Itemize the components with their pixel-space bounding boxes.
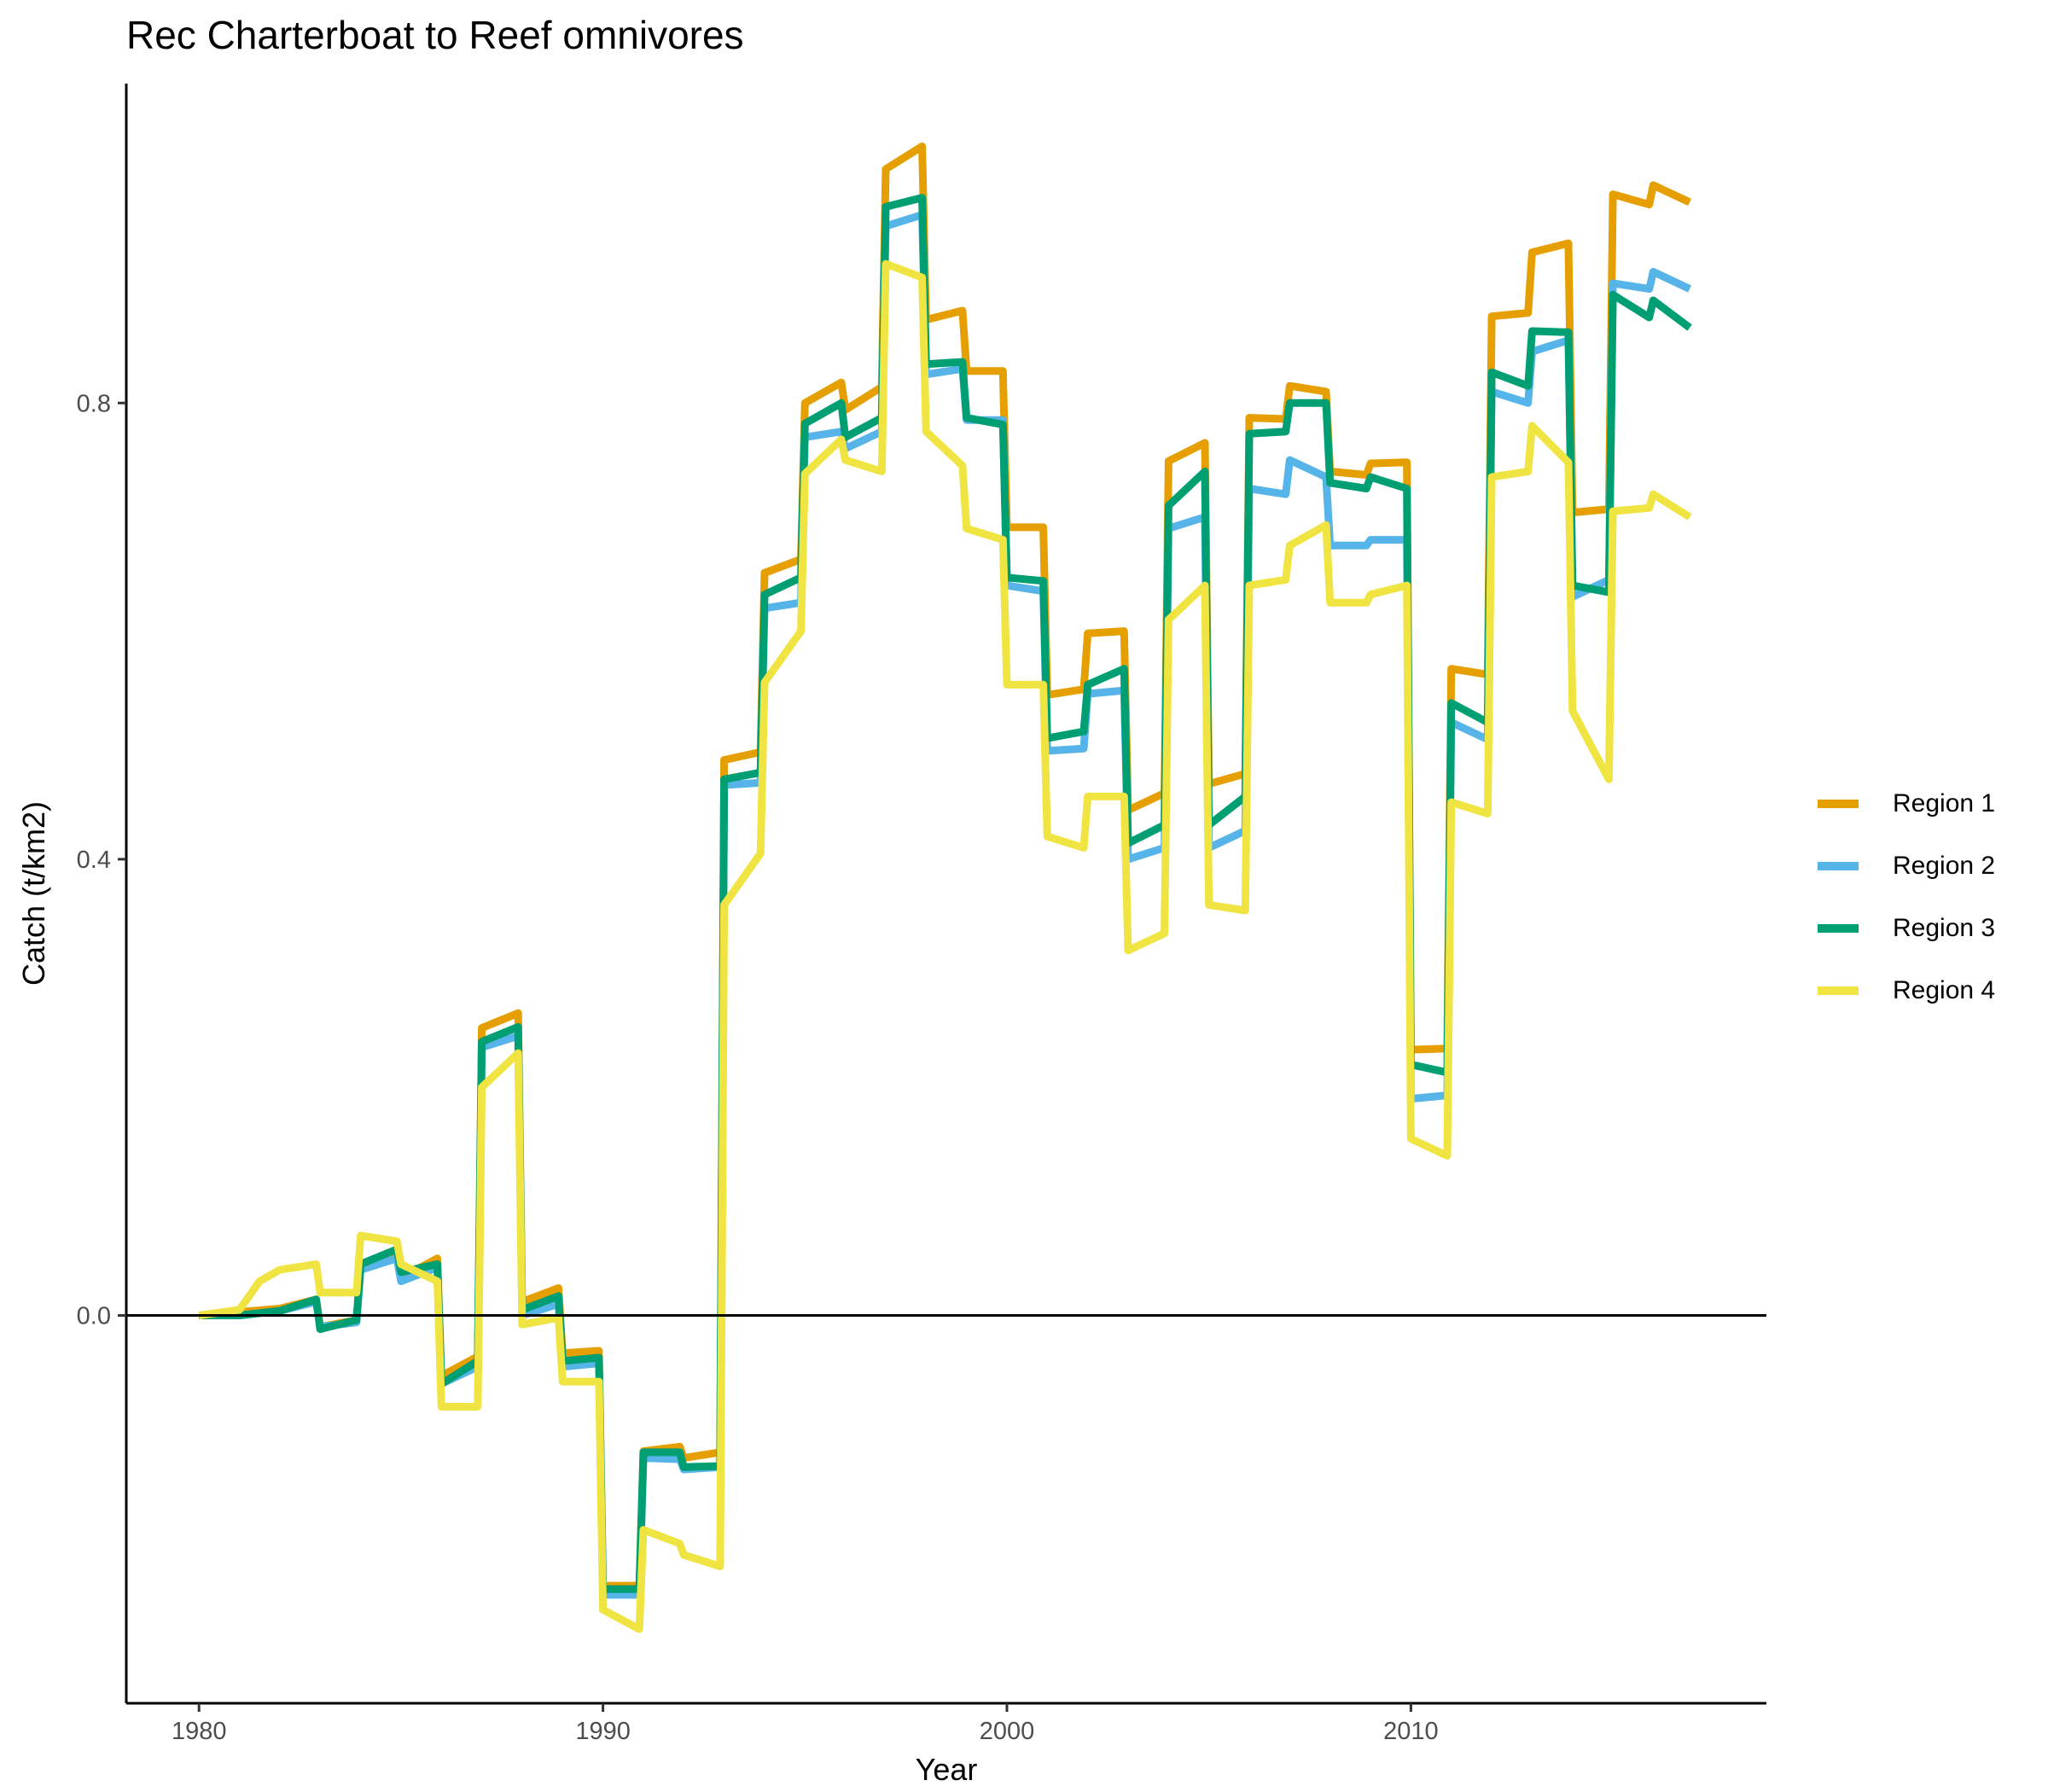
legend-item-region-1: Region 1 <box>1818 772 1995 835</box>
y-tick-label: 0.8 <box>77 390 111 417</box>
legend-swatch <box>1818 986 1859 995</box>
legend: Region 1 Region 2 Region 3 Region 4 <box>1818 772 1995 1021</box>
legend-item-region-3: Region 3 <box>1818 897 1995 959</box>
legend-label: Region 4 <box>1893 975 1996 1004</box>
series-layer <box>198 143 1692 1633</box>
x-tick-label: 2010 <box>1383 1718 1439 1745</box>
x-tick-label: 2000 <box>980 1718 1035 1745</box>
y-axis-ticks: 0.0 0.4 0.8 <box>77 390 126 1330</box>
legend-swatch <box>1818 861 1859 870</box>
chart-title: Rec Charterboat to Reef omnivores <box>126 13 744 57</box>
legend-swatch <box>1818 923 1859 933</box>
y-tick-label: 0.0 <box>77 1303 111 1330</box>
legend-label: Region 3 <box>1893 913 1996 942</box>
series-line-region-4 <box>198 259 1692 1633</box>
x-tick-label: 1990 <box>575 1718 631 1745</box>
y-axis-title: Catch (t/km2) <box>16 801 51 986</box>
series-line-region-3 <box>199 194 1692 1593</box>
x-tick-label: 1980 <box>172 1718 227 1745</box>
legend-label: Region 1 <box>1893 788 1996 817</box>
legend-item-region-2: Region 2 <box>1818 835 1995 897</box>
x-axis-title: Year <box>916 1752 978 1787</box>
y-tick-label: 0.4 <box>77 847 111 874</box>
legend-label: Region 2 <box>1893 851 1996 880</box>
x-axis-ticks: 1980 1990 2000 2010 <box>172 1703 1439 1745</box>
legend-swatch <box>1818 799 1859 808</box>
series-line-region-2 <box>199 211 1692 1599</box>
legend-item-region-4: Region 4 <box>1818 959 1995 1021</box>
